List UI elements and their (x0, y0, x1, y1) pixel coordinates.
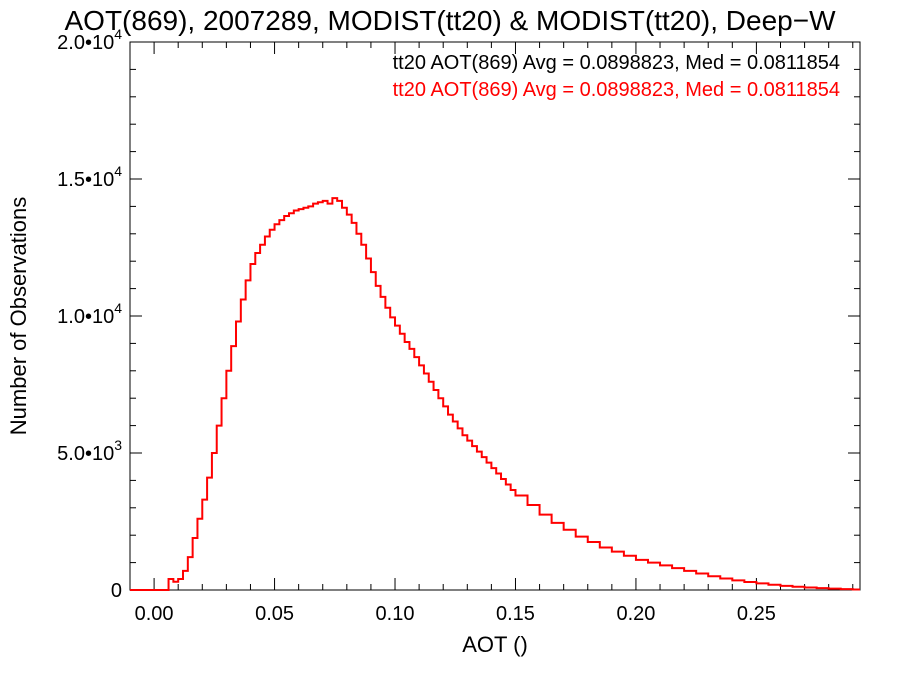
plot-frame (129, 41, 861, 591)
x-tick-label: 0.15 (496, 603, 535, 625)
y-axis-label: Number of Observations (6, 197, 31, 435)
x-tick-label: 0.10 (376, 603, 415, 625)
x-tick-labels: 0.00 0.05 0.10 0.15 0.20 0.25 (135, 603, 776, 625)
x-tick-label: 0.00 (135, 603, 174, 625)
annotation-black: tt20 AOT(869) Avg = 0.0898823, Med = 0.0… (393, 52, 840, 74)
annotation-red: tt20 AOT(869) Avg = 0.0898823, Med = 0.0… (393, 79, 840, 101)
axis-ticks (129, 41, 860, 591)
y-tick-label: 1.5•104 (57, 163, 122, 191)
series-line (130, 197, 860, 591)
x-axis-label: AOT () (462, 632, 528, 657)
x-tick-label: 0.05 (255, 603, 294, 625)
y-tick-label: 5.0•103 (57, 437, 122, 465)
y-tick-label: 2.0•104 (57, 26, 122, 54)
y-tick-labels: 0 5.0•103 1.0•104 1.5•104 2.0•104 (57, 26, 122, 602)
chart-title: AOT(869), 2007289, MODIST(tt20) & MODIST… (64, 5, 836, 36)
y-tick-label: 0 (111, 580, 122, 602)
x-tick-label: 0.25 (737, 603, 776, 625)
x-tick-label: 0.20 (616, 603, 655, 625)
y-tick-label: 1.0•104 (57, 300, 122, 328)
